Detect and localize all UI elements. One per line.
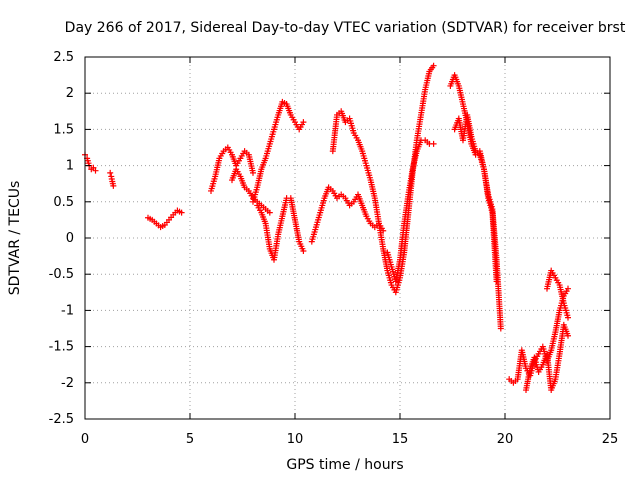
y-axis-label: SDTVAR / TECUs (7, 181, 23, 296)
x-tick-label: 10 (287, 432, 304, 447)
y-tick-label: 1.5 (53, 122, 74, 137)
y-tick-label: -1 (61, 303, 74, 318)
chart-title: Day 266 of 2017, Sidereal Day-to-day VTE… (65, 20, 626, 36)
x-tick-label: 25 (602, 432, 619, 447)
data-point (497, 325, 504, 332)
x-tick-label: 20 (497, 432, 514, 447)
x-tick-label: 15 (392, 432, 409, 447)
y-tick-label: -0.5 (49, 267, 74, 282)
y-tick-label: 0.5 (53, 195, 74, 210)
data-point (178, 209, 185, 216)
data-point (92, 167, 99, 174)
data-point (266, 209, 273, 216)
data-point (107, 169, 114, 176)
data-point (430, 62, 437, 69)
y-tick-label: 2 (66, 86, 74, 101)
axis-ticks: -2.5 -2 -1.5 -1 -0.5 0 0.5 1 1.5 2 2.5 0 5 10 15 20 25 (49, 50, 619, 447)
x-axis-label: GPS time / hours (286, 457, 403, 473)
data-point (250, 169, 256, 176)
data-point (430, 140, 437, 147)
data-points (82, 62, 571, 394)
data-point (493, 278, 500, 285)
x-tick-label: 5 (186, 432, 194, 447)
x-tick-label: 0 (81, 432, 89, 447)
data-point (110, 182, 117, 189)
y-tick-label: -2.5 (49, 412, 74, 427)
data-point (565, 314, 571, 321)
data-point (565, 332, 571, 339)
y-tick-label: 2.5 (53, 50, 74, 65)
data-point (300, 248, 307, 255)
data-point (300, 119, 307, 126)
y-tick-label: -1.5 (49, 340, 74, 355)
y-tick-label: -2 (61, 376, 74, 391)
plot-frame (84, 56, 611, 420)
data-point (565, 285, 571, 292)
y-tick-label: 0 (66, 231, 74, 246)
y-tick-label: 1 (66, 159, 74, 174)
